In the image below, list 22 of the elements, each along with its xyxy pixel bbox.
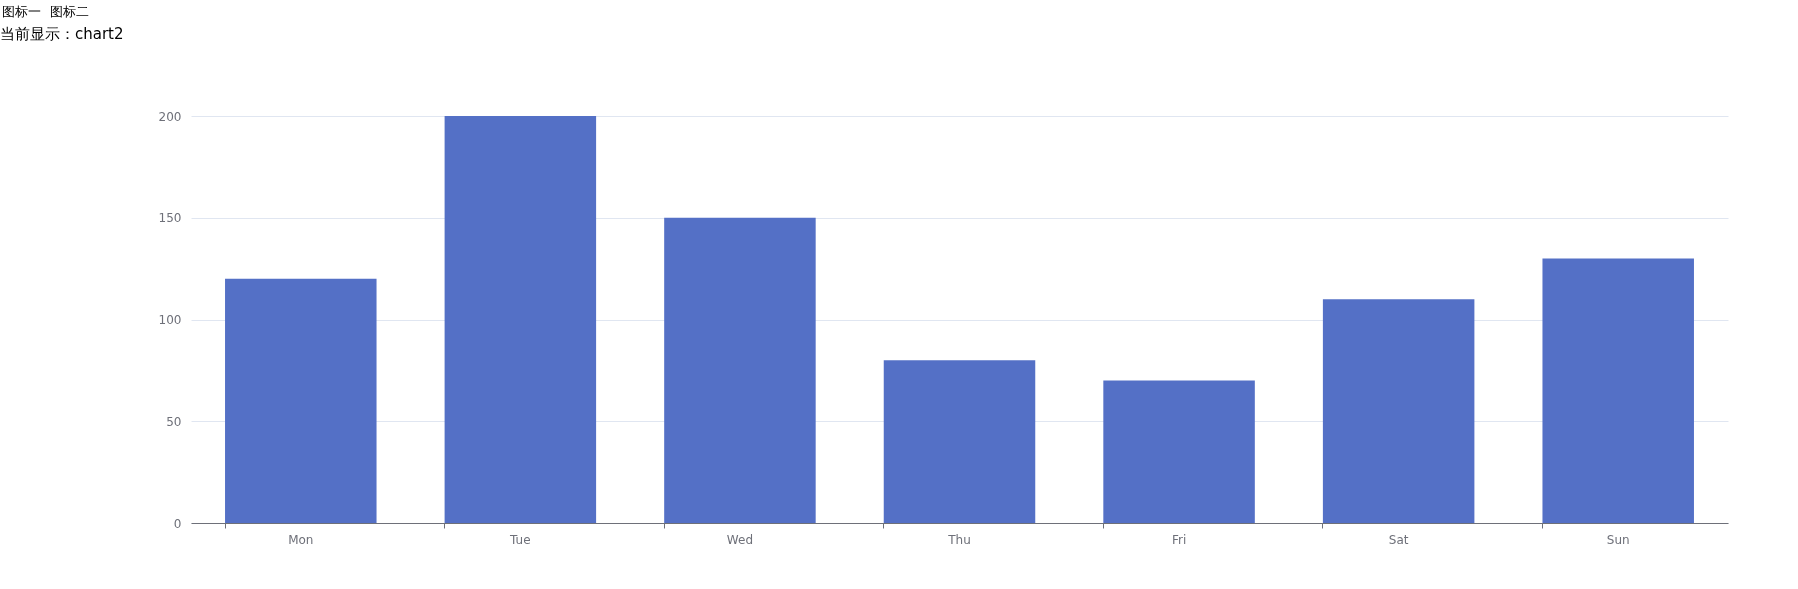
text: 图标一: [2, 4, 41, 19]
x-tick-label: Fri: [1171, 532, 1187, 547]
x-tick-label: Mon: [288, 532, 314, 547]
bar: [1103, 380, 1255, 523]
y-tick-label: 0: [173, 516, 182, 531]
x-tick-label: Thu: [947, 532, 971, 547]
bar: [225, 278, 377, 523]
bar: [444, 116, 597, 523]
x-tick-label: Sun: [1606, 532, 1630, 547]
bar: [883, 360, 1036, 523]
x-tick-label: Sat: [1388, 532, 1409, 547]
text: 图标二: [50, 4, 89, 19]
x-tick-label: Tue: [509, 532, 531, 547]
bar: [664, 217, 816, 523]
x-tick-label: Wed: [726, 532, 754, 547]
y-tick-label: 150: [158, 211, 182, 226]
bar: [1322, 299, 1475, 523]
y-tick-label: 200: [158, 109, 182, 124]
bar: [1542, 258, 1694, 523]
text: 当前显示：chart2: [0, 25, 124, 43]
y-tick-label: 50: [166, 414, 182, 429]
y-tick-label: 100: [158, 313, 182, 327]
